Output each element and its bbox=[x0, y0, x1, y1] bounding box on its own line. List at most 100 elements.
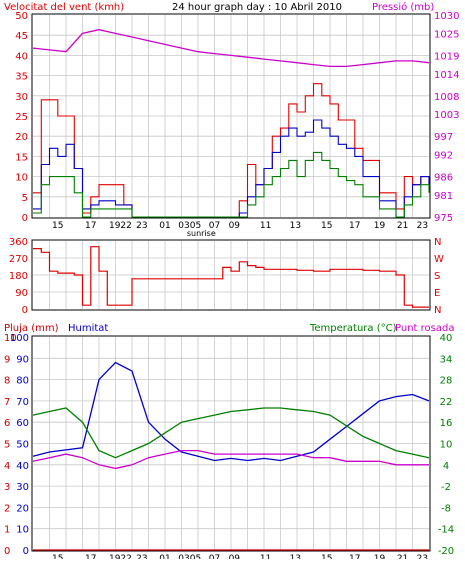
bottom-right-tick: 22 bbox=[440, 397, 453, 408]
top-left-tick: 45 bbox=[15, 31, 28, 42]
bottom-rain-tick: 9 bbox=[4, 354, 10, 365]
x-tick-label: 17 bbox=[349, 554, 360, 559]
x-tick-label: 01 bbox=[159, 221, 170, 231]
top-right-title: Pressió (mb) bbox=[372, 1, 434, 13]
bottom-right-tick: 10 bbox=[440, 440, 453, 451]
mid-left-tick: 270 bbox=[9, 254, 28, 265]
series-temperatura bbox=[32, 407, 430, 459]
x-tick-label: 07 bbox=[209, 554, 220, 559]
bottom-right-title2: Punt rosada bbox=[395, 323, 454, 334]
bottom-hum-tick: 90 bbox=[16, 354, 29, 365]
bottom-right-tick: 16 bbox=[440, 418, 453, 429]
x-tick-label: 15 bbox=[52, 554, 63, 559]
top-left-tick: 20 bbox=[15, 132, 28, 143]
bottom-right-tick: -2 bbox=[441, 482, 451, 493]
top-right-tick: 1003 bbox=[434, 110, 459, 121]
x-tick-label: 15 bbox=[321, 554, 332, 559]
x-tick-label: 11 bbox=[260, 554, 271, 559]
bottom-hum-tick: 40 bbox=[16, 461, 29, 472]
bottom-rain-tick: 3 bbox=[4, 482, 10, 493]
bottom-rain-tick: 8 bbox=[4, 376, 10, 387]
bottom-hum-tick: 70 bbox=[16, 397, 29, 408]
mid-left-tick: 90 bbox=[15, 288, 28, 299]
bottom-right-tick: -20 bbox=[438, 546, 454, 557]
bottom-rain-tick: 1 bbox=[4, 525, 10, 536]
x-tick-label: 01 bbox=[159, 554, 170, 559]
top-right-tick: 1030 bbox=[434, 11, 459, 22]
bottom-left-title-hum: Humitat bbox=[68, 323, 108, 334]
bottom-rain-tick: 7 bbox=[4, 397, 10, 408]
top-left-title: Velocitat del vent (kmh) bbox=[4, 2, 124, 13]
bottom-rain-tick: 5 bbox=[4, 440, 10, 451]
top-right-tick: 986 bbox=[434, 173, 453, 184]
x-tick-label: 19 bbox=[374, 221, 386, 231]
top-left-tick: 35 bbox=[15, 72, 28, 83]
x-tick-label: 1922 bbox=[109, 554, 132, 559]
bottom-hum-tick: 80 bbox=[16, 376, 29, 387]
x-tick-label: 0305 bbox=[178, 554, 201, 559]
x-tick-label: 15 bbox=[321, 221, 332, 231]
top-right-tick: 975 bbox=[434, 213, 453, 224]
x-tick-label: 11 bbox=[260, 221, 271, 231]
bottom-right-tick: 28 bbox=[440, 376, 453, 387]
top-left-tick: 30 bbox=[15, 92, 28, 103]
bottom-right-tick: 40 bbox=[440, 333, 453, 344]
bottom-hum-tick: 100 bbox=[10, 333, 29, 344]
mid-series bbox=[33, 246, 429, 308]
top-left-tick: 15 bbox=[15, 152, 28, 163]
top-left-tick: 5 bbox=[22, 193, 28, 204]
x-tick-label: 23 bbox=[417, 221, 428, 231]
bottom-hum-tick: 60 bbox=[16, 418, 29, 429]
bottom-rain-tick: 0 bbox=[4, 546, 10, 557]
mid-left-tick: 360 bbox=[9, 237, 28, 248]
x-tick-label: 23 bbox=[136, 221, 147, 231]
x-tick-label: 09 bbox=[229, 554, 241, 559]
top-center-title: 24 hour graph day : 10 Abril 2010 bbox=[172, 2, 342, 13]
bottom-rain-tick: 10 bbox=[4, 333, 17, 344]
top-left-tick: 0 bbox=[22, 213, 28, 224]
bottom-right-tick: 4 bbox=[443, 461, 449, 472]
x-tick-label: 0305 bbox=[178, 221, 201, 231]
series-humitat bbox=[32, 361, 430, 462]
x-tick-label: 13 bbox=[290, 554, 301, 559]
bottom-right-tick: 34 bbox=[440, 354, 453, 365]
series-punt-rosada bbox=[32, 449, 429, 470]
series-wind-direction-avg bbox=[33, 151, 430, 218]
bottom-hum-tick: 10 bbox=[16, 525, 29, 536]
bottom-rain-tick: 4 bbox=[4, 461, 10, 472]
bottom-rain-tick: 2 bbox=[4, 503, 10, 514]
bottom-hum-tick: 20 bbox=[16, 503, 29, 514]
top-right-tick: 992 bbox=[434, 151, 453, 162]
mid-left-tick: 0 bbox=[22, 305, 28, 316]
mid-left-tick: 180 bbox=[9, 271, 28, 282]
top-right-tick: 997 bbox=[434, 132, 453, 143]
bottom-hum-tick: 30 bbox=[16, 482, 29, 493]
bottom-right-tick: -8 bbox=[441, 503, 451, 514]
series-pressure bbox=[32, 29, 430, 68]
bottom-hum-tick: 0 bbox=[23, 546, 29, 557]
top-right-tick: 1014 bbox=[434, 70, 459, 81]
sunrise-label: sunrise bbox=[187, 229, 216, 238]
x-tick-label: 21 bbox=[397, 221, 408, 231]
mid-right-tick: E bbox=[434, 288, 440, 299]
top-right-tick: 1019 bbox=[434, 51, 459, 62]
top-tick-labels: 0 5 10 15 20 25 30 35 40 45 50 975 981 986 992 997 1003 1… bbox=[15, 11, 459, 238]
mid-right-tick: S bbox=[434, 271, 440, 282]
mid-right-tick: W bbox=[434, 254, 444, 265]
bottom-hum-tick: 50 bbox=[16, 440, 29, 451]
top-left-tick: 10 bbox=[15, 173, 28, 184]
x-tick-label: 09 bbox=[229, 221, 241, 231]
x-tick-label: 15 bbox=[52, 221, 63, 231]
x-tick-label: 17 bbox=[85, 554, 96, 559]
x-tick-label: 17 bbox=[349, 221, 360, 231]
x-tick-label: 13 bbox=[290, 221, 301, 231]
bottom-rain-tick: 6 bbox=[4, 418, 10, 429]
x-tick-label: 23 bbox=[136, 554, 147, 559]
x-tick-label: 23 bbox=[417, 554, 428, 559]
x-tick-label: 1922 bbox=[109, 221, 132, 231]
top-right-tick: 981 bbox=[434, 191, 453, 202]
bottom-series bbox=[32, 361, 430, 551]
top-right-tick: 1025 bbox=[434, 29, 459, 40]
